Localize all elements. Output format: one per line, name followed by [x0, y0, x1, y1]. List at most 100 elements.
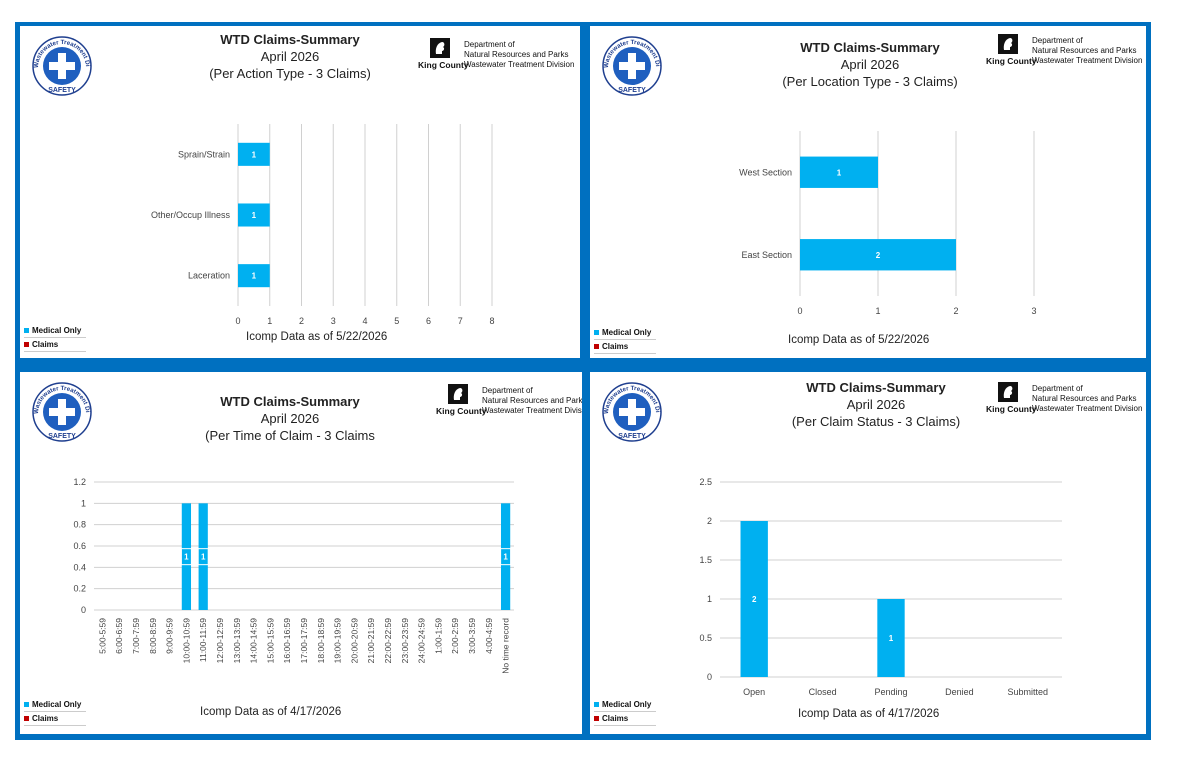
legend-entry: Claims — [594, 340, 656, 354]
bar — [800, 156, 878, 188]
legend-swatch — [24, 702, 29, 707]
king-county-head-icon — [998, 34, 1018, 54]
king-county-head-icon — [998, 382, 1018, 402]
data-label: 1 — [837, 168, 842, 177]
y-tick-label: 0.2 — [73, 584, 86, 594]
category-label: 8:00-8:59 — [148, 618, 158, 654]
category-label: 3:00-3:59 — [467, 618, 477, 654]
chart-subtitle: (Per Action Type - 3 Claims) — [209, 66, 371, 81]
dept-line-1: Department of Natural Resources and Parks — [482, 386, 582, 405]
category-label: 21:00-21:59 — [366, 618, 376, 664]
y-tick-label: 2.5 — [699, 477, 712, 487]
x-tick-label: 3 — [331, 316, 336, 326]
legend-label: Claims — [32, 340, 59, 349]
legend-swatch — [594, 330, 599, 335]
y-tick-label: 0.8 — [73, 520, 86, 530]
data-date-footer: Icomp Data as of 4/17/2026 — [798, 708, 940, 720]
chart-svg: 0 1 2 3 4 5 6 7 8 Sprain/Strain 1 Other/Occup Illne… — [151, 124, 495, 326]
wtd-safety-logo-icon: Wastewater Treatment DivisionSAFETY — [602, 382, 662, 442]
data-label: 1 — [201, 553, 206, 562]
category-label: 20:00-20:59 — [349, 618, 359, 664]
category-label: No time record — [501, 618, 511, 674]
category-label: 9:00-9:59 — [165, 618, 175, 654]
category-label: West Section — [739, 167, 792, 177]
legend-label: Medical Only — [602, 700, 652, 709]
data-label-box — [180, 548, 192, 566]
x-tick-label: 2 — [299, 316, 304, 326]
svg-text:SAFETY: SAFETY — [618, 87, 646, 94]
bar — [238, 264, 270, 288]
chart-legend: Medical Only Claims — [24, 698, 86, 726]
category-label: 4:00-4:59 — [484, 618, 494, 654]
chart-legend: Medical Only Claims — [594, 326, 656, 354]
chart-title-block: WTD Claims-Summary April 2026 (Per Time … — [160, 394, 420, 443]
chart-legend: Medical Only Claims — [24, 324, 86, 352]
legend-entry: Medical Only — [594, 698, 656, 712]
legend-swatch — [24, 342, 29, 347]
chart-title: WTD Claims-Summary — [806, 380, 946, 395]
legend-swatch — [594, 702, 599, 707]
y-tick-label: 0.6 — [73, 541, 86, 551]
legend-label: Medical Only — [32, 326, 82, 335]
chart-title-block: WTD Claims-Summary April 2026 (Per Actio… — [160, 32, 420, 81]
data-label: 1 — [252, 150, 257, 159]
wtd-safety-logo-icon: Wastewater Treatment DivisionSAFETY — [32, 36, 92, 96]
x-tick-label: 2 — [953, 306, 958, 316]
bar — [238, 203, 270, 227]
chart-subtitle: (Per Location Type - 3 Claims) — [782, 74, 958, 89]
king-county-name: King County — [418, 60, 469, 70]
chart-month: April 2026 — [260, 49, 320, 64]
category-label: 23:00-23:59 — [400, 618, 410, 664]
legend-label: Medical Only — [32, 700, 82, 709]
legend-label: Claims — [602, 714, 629, 723]
category-label: 5:00-5:59 — [97, 618, 107, 654]
king-county-head-icon — [430, 38, 450, 58]
svg-text:SAFETY: SAFETY — [48, 87, 76, 94]
king-county-name: King County — [986, 404, 1037, 414]
y-tick-label: 0.4 — [73, 562, 86, 572]
panel-claim-status: Wastewater Treatment DivisionSAFETY WTD C… — [590, 372, 1146, 734]
legend-entry: Medical Only — [594, 326, 656, 340]
dept-line-1: Department of Natural Resources and Parks — [1032, 36, 1137, 55]
legend-swatch — [594, 716, 599, 721]
category-label: Closed — [809, 687, 837, 697]
chart-month: April 2026 — [260, 411, 320, 426]
category-label: 10:00-10:59 — [181, 618, 191, 664]
x-tick-label: 4 — [362, 316, 367, 326]
wtd-safety-logo-icon: Wastewater Treatment DivisionSAFETY — [32, 382, 92, 442]
category-label: 17:00-17:59 — [299, 618, 309, 664]
chart-title: WTD Claims-Summary — [220, 394, 360, 409]
y-tick-label: 1 — [81, 498, 86, 508]
legend-entry: Medical Only — [24, 698, 86, 712]
data-date-footer: Icomp Data as of 5/22/2026 — [246, 331, 388, 343]
panel-time-of-claim: Wastewater Treatment DivisionSAFETY WTD C… — [20, 372, 582, 734]
data-date-footer: Icomp Data as of 4/17/2026 — [200, 706, 342, 718]
chart-title: WTD Claims-Summary — [220, 32, 360, 47]
category-label: Denied — [945, 687, 974, 697]
category-label: 2:00-2:59 — [450, 618, 460, 654]
dept-line-3: Wastewater Treatment Division — [1032, 56, 1143, 65]
svg-text:SAFETY: SAFETY — [48, 433, 76, 440]
wtd-safety-logo-icon: Wastewater Treatment DivisionSAFETY — [602, 36, 662, 96]
bar — [238, 142, 270, 166]
category-label: Other/Occup Illness — [151, 210, 231, 220]
data-label: 1 — [503, 553, 508, 562]
bar — [740, 521, 768, 677]
category-label: Pending — [874, 687, 907, 697]
chart-month: April 2026 — [846, 397, 906, 412]
x-tick-label: 3 — [1031, 306, 1036, 316]
category-label: 6:00-6:59 — [114, 618, 124, 654]
bar — [800, 239, 956, 271]
category-label: 19:00-19:59 — [333, 618, 343, 664]
x-tick-label: 0 — [235, 316, 240, 326]
category-label: 14:00-14:59 — [249, 618, 259, 664]
category-label: Sprain/Strain — [178, 149, 230, 159]
x-tick-label: 1 — [267, 316, 272, 326]
data-label: 1 — [184, 553, 189, 562]
category-label: 18:00-18:59 — [316, 618, 326, 664]
panel-location-type: Wastewater Treatment DivisionSAFETYWTD C… — [590, 26, 1146, 358]
category-label: 12:00-12:59 — [215, 618, 225, 664]
y-tick-label: 2 — [707, 516, 712, 526]
category-label: 22:00-22:59 — [383, 618, 393, 664]
chart-svg: 0 0.2 0.4 0.6 0.8 1 1.2 5:00-5:59 6:00-6:59 7:00-… — [73, 477, 514, 674]
